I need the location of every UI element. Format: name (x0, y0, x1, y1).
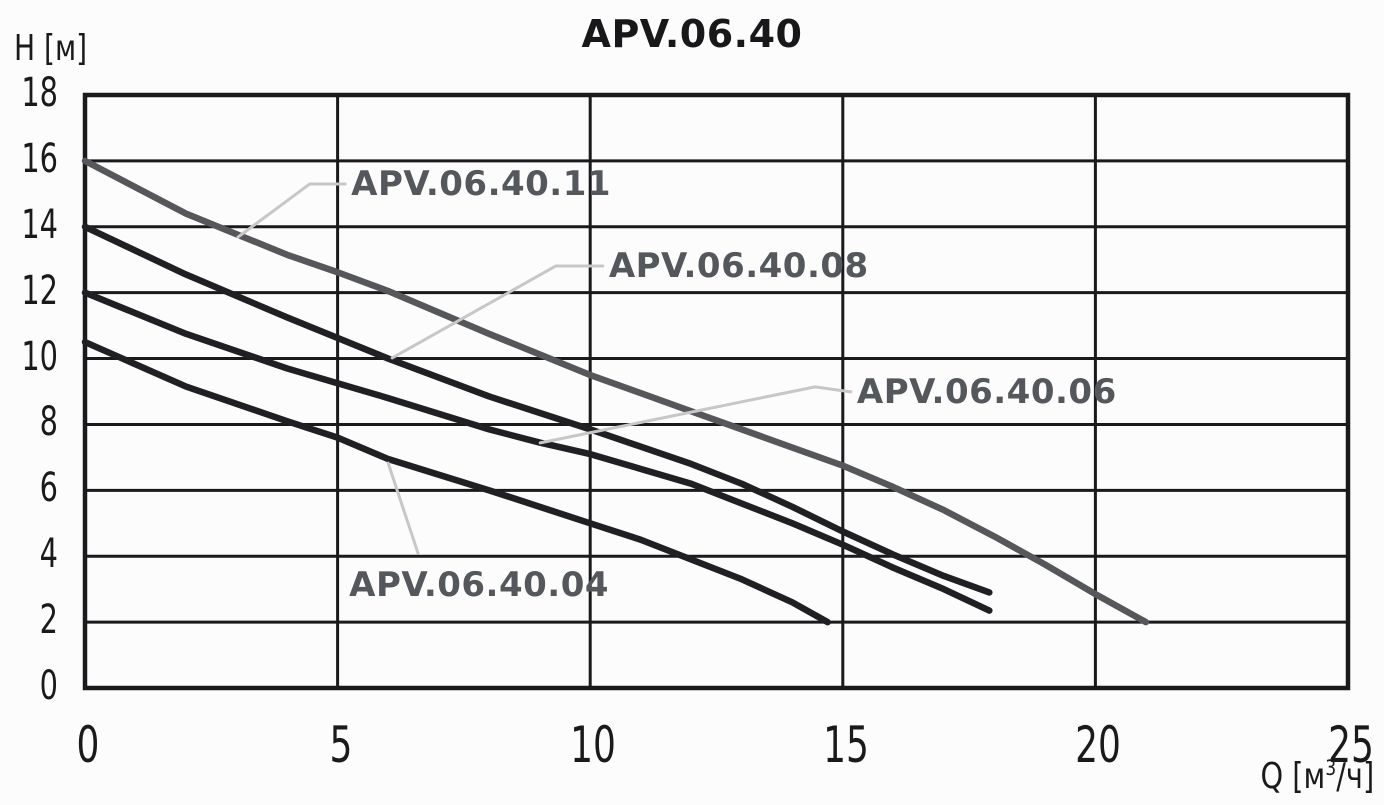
curve-APV.06.40.06 (81, 289, 993, 614)
curve-APV.06.40.04 (81, 338, 831, 626)
leader-line-11 (236, 182, 347, 239)
y-tick-label: 0 (39, 663, 58, 710)
x-tick-label: 15 (822, 716, 869, 774)
x-tick-label: 10 (570, 716, 617, 774)
x-axis-label-superscript: 3 (1325, 756, 1337, 781)
y-tick-label: 14 (21, 201, 59, 248)
curve-APV.06.40.08 (81, 223, 993, 596)
curve-APV.06.40.11 (81, 157, 1150, 626)
curve-label-08: APV.06.40.08 (608, 245, 869, 286)
y-tick-label: 8 (39, 399, 58, 446)
x-tick-label: 25 (1328, 716, 1374, 774)
chart-title: APV.06.40 (581, 12, 803, 56)
y-tick-label: 2 (39, 597, 58, 644)
leader-line-08 (390, 264, 605, 360)
x-axis-label-suffix: /ч] (1336, 756, 1374, 797)
y-tick-label: 18 (21, 70, 59, 117)
y-tick-label: 10 (21, 333, 59, 380)
y-tick-label: 6 (39, 465, 58, 512)
y-axis-label: H [м] (14, 28, 88, 69)
plot-border (82, 92, 1351, 691)
x-tick-label: 5 (329, 716, 353, 774)
curve-label-06: APV.06.40.06 (856, 371, 1117, 412)
leader-line-06 (538, 385, 853, 445)
y-tick-label: 16 (21, 136, 59, 183)
leader-line-04 (386, 461, 420, 555)
y-tick-label: 12 (21, 267, 59, 314)
curve-label-11: APV.06.40.11 (351, 163, 612, 204)
y-tick-label: 4 (39, 531, 58, 578)
x-tick-label: 0 (76, 716, 100, 774)
x-axis-label: Q [м3/ч] (1260, 756, 1374, 797)
curve-label-04: APV.06.40.04 (349, 564, 610, 605)
x-axis-label-prefix: Q [м (1260, 756, 1326, 797)
x-tick-label: 20 (1075, 716, 1122, 774)
